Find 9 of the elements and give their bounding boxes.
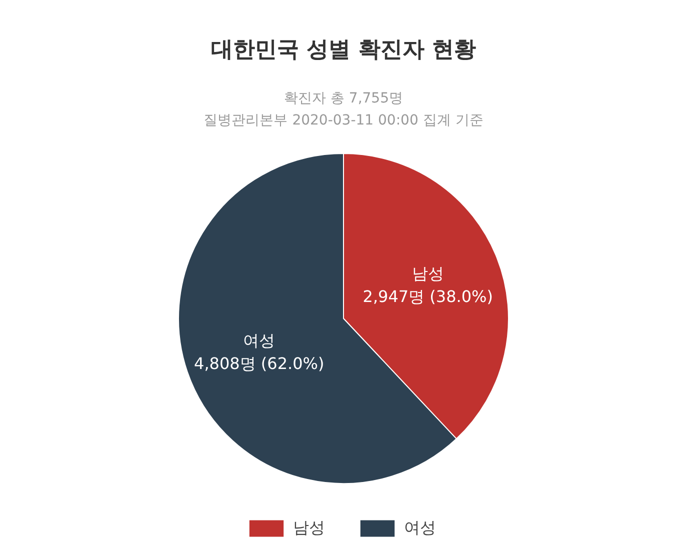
data-label: 2,947명 (38.0%) — [362, 286, 493, 306]
chart-title: 대한민국 성별 확진자 현황 — [211, 38, 476, 62]
slice-label: 남성 — [412, 264, 444, 284]
legend-label: 여성 — [404, 518, 436, 538]
text: 질병관리본부 2020-03-11 00:00 집계 기준 — [204, 112, 484, 128]
chart-subtitle: 확진자 총 7,755명 — [284, 90, 403, 106]
slice-label: 여성 — [243, 331, 276, 350]
data-label: 4,808명 (62.0%) — [194, 354, 324, 373]
legend-label: 남성 — [293, 518, 325, 538]
